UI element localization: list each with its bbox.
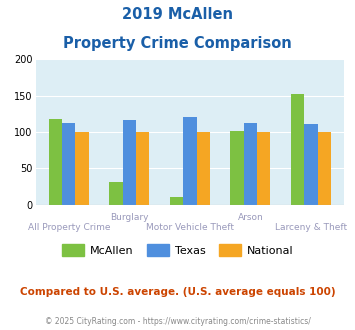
Text: 2019 McAllen: 2019 McAllen [122, 7, 233, 21]
Bar [136, 132, 149, 205]
Text: © 2025 CityRating.com - https://www.cityrating.com/crime-statistics/: © 2025 CityRating.com - https://www.city… [45, 317, 310, 326]
Bar [123, 120, 136, 205]
Bar [170, 197, 183, 205]
Text: Compared to U.S. average. (U.S. average equals 100): Compared to U.S. average. (U.S. average … [20, 287, 335, 297]
Text: Property Crime Comparison: Property Crime Comparison [63, 36, 292, 51]
Bar [318, 132, 331, 205]
Bar [76, 132, 89, 205]
Text: Larceny & Theft: Larceny & Theft [275, 223, 347, 232]
Bar [304, 124, 318, 205]
Bar [49, 119, 62, 205]
Bar [244, 123, 257, 205]
Text: Motor Vehicle Theft: Motor Vehicle Theft [146, 223, 234, 232]
Bar [257, 132, 271, 205]
Bar [183, 117, 197, 205]
Bar [109, 182, 123, 205]
Bar [230, 131, 244, 205]
Text: All Property Crime: All Property Crime [28, 223, 110, 232]
Text: Arson: Arson [237, 213, 263, 222]
Text: Burglary: Burglary [110, 213, 149, 222]
Bar [197, 132, 210, 205]
Bar [291, 94, 304, 205]
Bar [62, 122, 76, 205]
Legend: McAllen, Texas, National: McAllen, Texas, National [58, 240, 297, 260]
